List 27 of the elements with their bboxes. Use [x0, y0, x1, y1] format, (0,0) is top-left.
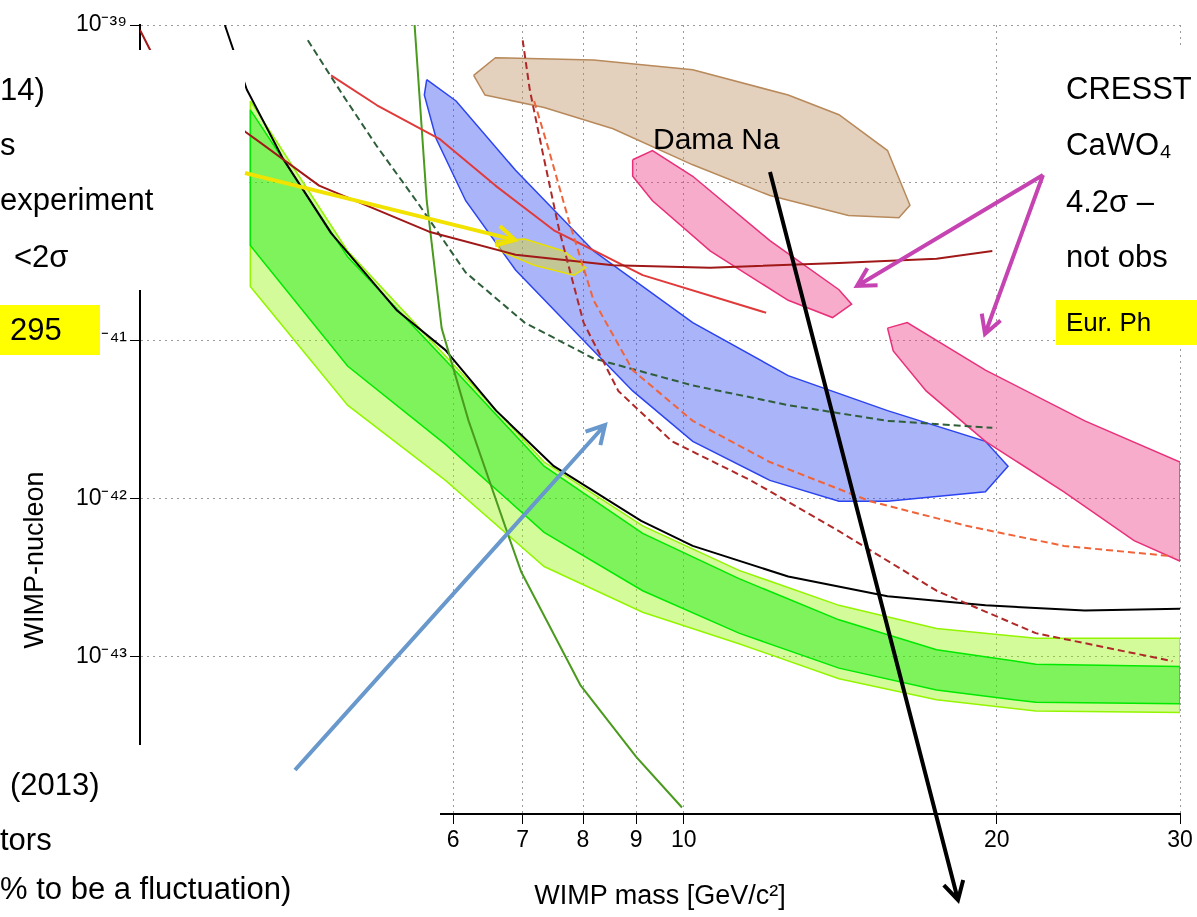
x-tick-label: 7: [516, 826, 530, 853]
annotation: Eur. Ph: [1056, 300, 1197, 345]
annotation: CaWO₄: [1066, 127, 1172, 163]
annotation: 4.2σ –: [1066, 184, 1155, 220]
text: 14): [0, 72, 45, 108]
x-axis-title: WIMP mass [GeV/c²]: [534, 880, 786, 911]
x-tick-label: 6: [446, 826, 460, 853]
text: s: [0, 127, 16, 163]
text: (2013): [10, 767, 100, 803]
x-tick-label: 20: [984, 826, 1010, 853]
x-tick-label: 8: [576, 826, 590, 853]
annotation: experiment: [0, 182, 154, 218]
x-tick-label: 10: [671, 826, 697, 853]
annotation: CRESST: [1066, 71, 1192, 107]
x-tick-label: 30: [1167, 826, 1193, 853]
text: 295: [0, 305, 100, 356]
y-axis-title: WIMP-nucleon: [18, 471, 50, 649]
text: <2σ: [14, 239, 69, 275]
text: % to be a fluctuation): [0, 871, 292, 907]
x-tick-label: 9: [629, 826, 643, 853]
annotation: not obs: [1066, 239, 1168, 275]
y-tick-label: 10⁻⁴³: [75, 641, 128, 668]
text: tors: [0, 822, 52, 858]
y-tick-label: 10⁻³⁹: [75, 10, 127, 37]
y-tick-label: ⁻⁴¹: [101, 325, 128, 352]
annotation: Dama Na: [653, 122, 780, 155]
y-tick-label: 10⁻⁴²: [75, 483, 128, 510]
